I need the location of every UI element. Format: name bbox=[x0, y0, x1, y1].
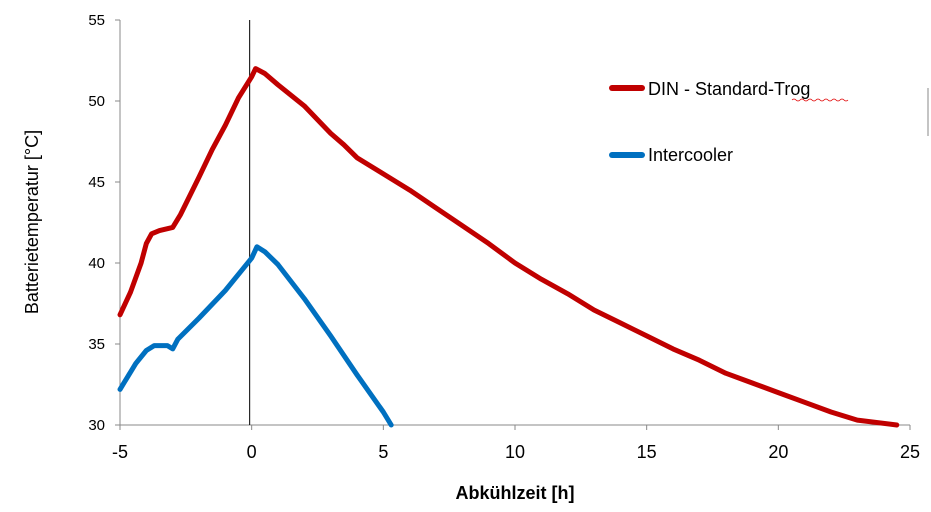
y-ticks: 30 35 40 45 50 55 bbox=[88, 12, 120, 434]
x-tick-label: -5 bbox=[112, 442, 128, 462]
series-layer bbox=[117, 66, 900, 428]
y-tick-label: 35 bbox=[88, 336, 105, 353]
x-tick-label: 5 bbox=[378, 442, 388, 462]
y-axis-title: Batterietemperatur [°C] bbox=[22, 130, 42, 314]
legend: DIN - Standard-Trog Intercooler bbox=[609, 79, 849, 165]
y-tick-label: 45 bbox=[88, 174, 105, 191]
y-tick-label: 50 bbox=[88, 93, 105, 110]
plot-area: 30 35 40 45 50 55 -5 0 5 10 15 20 25 bbox=[88, 12, 929, 462]
x-ticks: -5 0 5 10 15 20 25 bbox=[112, 425, 920, 462]
x-axis-title: Abkühlzeit [h] bbox=[456, 483, 575, 503]
x-tick-label: 0 bbox=[247, 442, 257, 462]
series-line-intercooler bbox=[117, 244, 394, 428]
legend-label-intercooler: Intercooler bbox=[648, 145, 733, 165]
legend-item-intercooler: Intercooler bbox=[609, 145, 733, 165]
x-tick-label: 15 bbox=[637, 442, 657, 462]
y-tick-label: 30 bbox=[88, 417, 105, 434]
legend-item-din: DIN - Standard-Trog bbox=[609, 79, 849, 102]
y-tick-label: 40 bbox=[88, 255, 105, 272]
x-tick-label: 10 bbox=[505, 442, 525, 462]
spellcheck-underline bbox=[791, 98, 849, 102]
x-tick-label: 20 bbox=[768, 442, 788, 462]
y-tick-label: 55 bbox=[88, 12, 105, 29]
x-tick-label: 25 bbox=[900, 442, 920, 462]
legend-label-din: DIN - Standard-Trog bbox=[648, 79, 810, 99]
series-line-din bbox=[117, 66, 900, 428]
